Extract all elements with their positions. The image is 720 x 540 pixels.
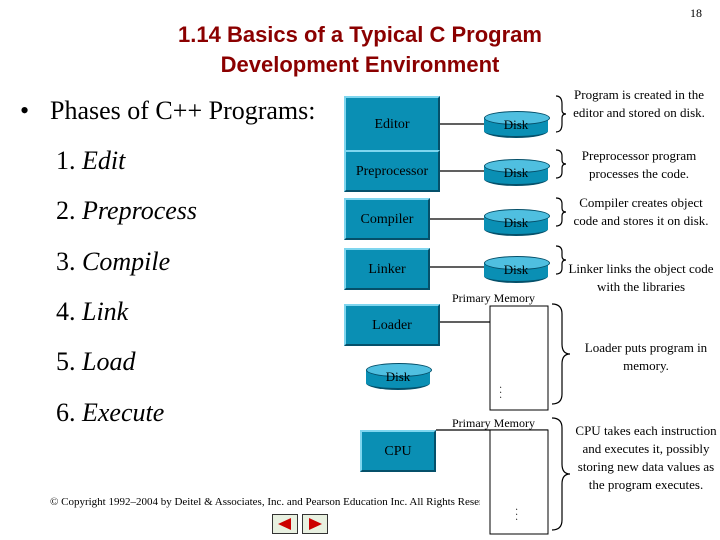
disk-label: Disk (503, 165, 529, 180)
phase-number: 3. (56, 247, 76, 276)
copyright-footer: © Copyright 1992–2004 by Deitel & Associ… (50, 496, 480, 508)
phase-number: 2. (56, 196, 76, 225)
slide-title: 1.14 Basics of a Typical C Program Devel… (60, 20, 660, 80)
phase-number: 5. (56, 347, 76, 376)
cpu-box: CPU (360, 430, 436, 472)
editor-box: Editor (344, 96, 440, 154)
slide-number: 18 (690, 6, 702, 20)
primary-memory-label: Primary Memory (452, 416, 535, 430)
phase-item: 2. Preprocess (56, 196, 197, 226)
arrow-left-icon (278, 518, 291, 530)
phase-label: Compile (82, 247, 171, 276)
bullet-heading: • Phases of C++ Programs: (20, 96, 315, 126)
linker-brace-icon (555, 245, 567, 275)
phase-item: 5. Load (56, 347, 135, 377)
disk-label: Disk (385, 369, 411, 384)
disk-label: Disk (503, 215, 529, 230)
editor-brace-icon (555, 95, 567, 133)
phase-label: Execute (82, 398, 165, 427)
arrow-right-icon (309, 518, 322, 530)
bullet-text: Phases of C++ Programs: (50, 96, 316, 125)
editor-description: Program is created in the editor and sto… (573, 87, 705, 120)
phase-item: 6. Execute (56, 398, 164, 428)
primary-memory-1-rect (489, 305, 549, 411)
preprocessor-disk: Disk (484, 159, 550, 186)
loader-brace-icon (551, 303, 571, 405)
phase-number: 4. (56, 297, 76, 326)
phase-label: Preprocess (82, 196, 198, 225)
loader-box: Loader (344, 304, 440, 346)
memory-dots: . . . (513, 508, 524, 521)
phase-label: Edit (82, 146, 126, 175)
phase-number: 6. (56, 398, 76, 427)
linker-box: Linker (344, 248, 430, 290)
compiler-box: Compiler (344, 198, 430, 240)
linker-description: Linker links the object code with the li… (568, 261, 714, 294)
loader-description: Loader puts program in memory. (584, 340, 708, 373)
cpu-brace-icon (551, 417, 571, 531)
bullet-dot-icon: • (20, 96, 30, 125)
preprocessor-brace-icon (555, 149, 567, 179)
compiler-description: Compiler creates object code and stores … (573, 195, 709, 228)
phase-number: 1. (56, 146, 76, 175)
cpu-description: CPU takes each instruction and executes … (575, 423, 717, 492)
disk-label: Disk (503, 262, 529, 277)
editor-disk: Disk (484, 111, 550, 138)
title-line-1: 1.14 Basics of a Typical C Program (178, 22, 542, 47)
phase-label: Link (82, 297, 129, 326)
disk-label: Disk (503, 117, 529, 132)
phase-label: Load (82, 347, 136, 376)
title-line-2: Development Environment (220, 52, 500, 77)
compiler-brace-icon (555, 197, 567, 227)
preprocessor-box: Preprocessor (344, 150, 440, 192)
primary-memory-2-rect (489, 429, 549, 535)
preprocessor-description: Preprocessor program processes the code. (581, 148, 697, 181)
primary-memory-label: Primary Memory (452, 291, 535, 305)
phase-item: 4. Link (56, 297, 128, 327)
phase-item: 3. Compile (56, 247, 170, 277)
loader-disk: Disk (366, 363, 432, 390)
previous-slide-button[interactable] (272, 514, 298, 534)
phase-item: 1. Edit (56, 146, 125, 176)
linker-disk: Disk (484, 256, 550, 283)
memory-dots: . . . (497, 386, 508, 399)
next-slide-button[interactable] (302, 514, 328, 534)
compiler-disk: Disk (484, 209, 550, 236)
